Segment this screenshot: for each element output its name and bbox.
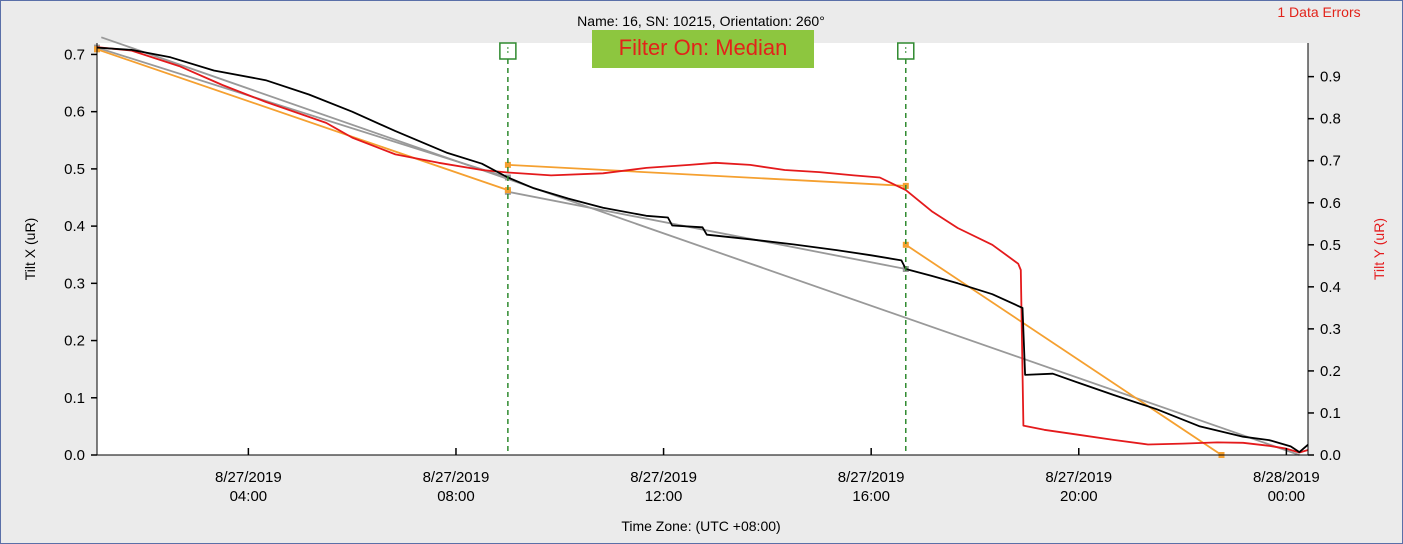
- y-axis-left-title: Tilt X (uR): [22, 218, 38, 280]
- filter-badge-label: Filter On: Median: [619, 35, 788, 60]
- x-tick-time-1: 04:00: [230, 488, 268, 505]
- filter-badge: Filter On: Median: [592, 30, 814, 68]
- y-left-tick-label-3: 0.2: [64, 333, 85, 350]
- y-axis-right-ticks: 0.0 0.1 0.2 0.3 0.4 0.5 0.6 0.7 0.8 0.9: [1308, 69, 1341, 464]
- x-tick-date-2: 8/27/2019: [423, 469, 490, 486]
- x-axis-ticks: 8/27/2019 04:00 8/27/2019 08:00 8/27/2019 12:…: [215, 448, 1320, 505]
- tilt-y-segment-3-endpoint-1: [902, 241, 909, 248]
- x-tick-time-2: 08:00: [437, 488, 475, 505]
- tilt-x-trend-full-line: [101, 36, 1300, 456]
- y-left-tick-label-1: 0.0: [64, 447, 85, 464]
- tilt-x-segment-2-line: [507, 190, 906, 270]
- tilt-x-series-line: [96, 46, 1309, 454]
- y-left-tick-label-7: 0.6: [64, 104, 85, 121]
- tilt-y-segment-2-endpoint-1: [504, 161, 511, 168]
- y-right-tick-label-8: 0.7: [1320, 153, 1341, 170]
- x-tick-date-1: 8/27/2019: [215, 469, 282, 486]
- data-errors-badge[interactable]: 1 Data Errors: [1277, 4, 1360, 20]
- y-axis-right-title: Tilt Y (uR): [1371, 218, 1387, 280]
- y-left-tick-label-2: 0.1: [64, 390, 85, 407]
- y-right-tick-label-4: 0.3: [1320, 321, 1341, 338]
- x-axis-title: Time Zone: (UTC +08:00): [621, 518, 780, 534]
- y-right-tick-label-6: 0.5: [1320, 237, 1341, 254]
- time-markers: [499, 42, 915, 455]
- tilt-y-segment-3-line: [905, 244, 1222, 456]
- tilt-y-segment-1-line: [96, 48, 509, 191]
- x-tick-time-5: 20:00: [1060, 488, 1098, 505]
- y-left-tick-label-6: 0.5: [64, 161, 85, 178]
- filter-badge-bg: [592, 30, 814, 68]
- y-right-tick-label-5: 0.4: [1320, 279, 1341, 296]
- x-tick-date-4: 8/27/2019: [838, 469, 905, 486]
- y-right-tick-label-3: 0.2: [1320, 363, 1341, 380]
- x-tick-time-3: 12:00: [645, 488, 683, 505]
- x-tick-date-5: 8/27/2019: [1045, 469, 1112, 486]
- y-right-tick-label-2: 0.1: [1320, 405, 1341, 422]
- x-tick-time-6: 00:00: [1268, 488, 1306, 505]
- y-right-tick-label-1: 0.0: [1320, 447, 1341, 464]
- y-left-tick-label-5: 0.4: [64, 218, 85, 235]
- tilt-y-segment-1-endpoint-2: [504, 187, 511, 194]
- y-right-tick-label-7: 0.6: [1320, 195, 1341, 212]
- y-axis-left-ticks: 0.0 0.1 0.2 0.3 0.4 0.5 0.6 0.7: [64, 46, 97, 464]
- x-tick-time-4: 16:00: [852, 488, 890, 505]
- chart-title: Name: 16, SN: 10215, Orientation: 260°: [577, 13, 825, 29]
- x-tick-date-6: 8/28/2019: [1253, 469, 1320, 486]
- y-left-tick-label-4: 0.3: [64, 275, 85, 292]
- y-right-tick-label-9: 0.8: [1320, 111, 1341, 128]
- tilt-y-segment-2-line: [507, 164, 906, 187]
- tilt-x-segment-1-line: [96, 46, 509, 179]
- y-right-tick-label-10: 0.9: [1320, 69, 1341, 86]
- tilt-y-series-line: [96, 46, 1309, 454]
- x-tick-date-3: 8/27/2019: [630, 469, 697, 486]
- series-group: [96, 46, 1309, 454]
- y-left-tick-label-8: 0.7: [64, 46, 85, 63]
